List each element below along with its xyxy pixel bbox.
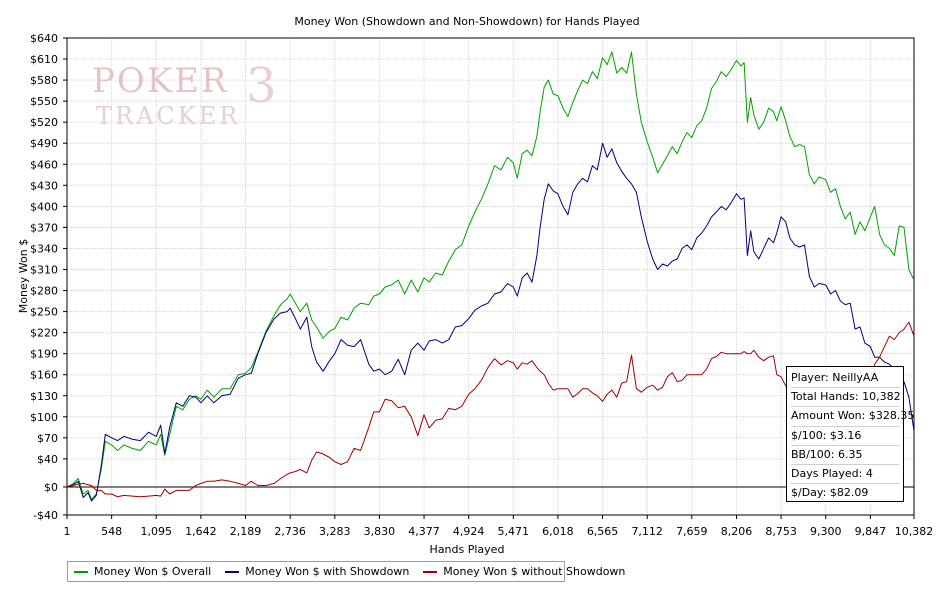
x-tick-label: 7,112 (631, 525, 663, 538)
x-tick-label: 3,830 (364, 525, 396, 538)
y-tick-label: $520 (30, 116, 58, 129)
y-tick-label: $40 (37, 453, 58, 466)
y-tick-label: $190 (30, 348, 58, 361)
x-axis-title: Hands Played (430, 543, 505, 556)
y-tick-label: $220 (30, 327, 58, 340)
x-tick-label: 8,206 (721, 525, 753, 538)
y-axis-title: Money Won $ (17, 239, 30, 313)
y-tick-label: $640 (30, 32, 58, 45)
x-axis: 1 548 1,095 1,642 2,189 2,736 3,283 3,830 4,377 4… (64, 515, 934, 538)
y-tick-label: $490 (30, 137, 58, 150)
x-tick-label: 10,382 (895, 525, 934, 538)
y-tick-label: $430 (30, 179, 58, 192)
x-tick-label: 7,659 (676, 525, 708, 538)
legend-swatch-showdown (225, 570, 240, 573)
y-tick-label: $460 (30, 158, 58, 171)
x-tick-label: 9,847 (855, 525, 887, 538)
stat-amount-won: Amount Won: $328.35 (791, 407, 914, 427)
series-overall-line (66, 51, 915, 501)
legend-item-overall: Money Won $ Overall (74, 565, 211, 578)
grid-lines (67, 38, 914, 515)
x-tick-label: 1,642 (185, 525, 217, 538)
y-tick-label: $610 (30, 53, 58, 66)
player-stats-box: Player: NeillyAA Total Hands: 10,382 Amo… (786, 366, 914, 502)
legend-swatch-overall (74, 570, 88, 573)
y-tick-label: $160 (30, 369, 58, 382)
y-axis: -$40 $0 $40 $70 $100 $130 $160 $190 $220 $250 $280… (30, 32, 67, 522)
x-tick-label: 9,300 (810, 525, 842, 538)
stat-total-hands: Total Hands: 10,382 (791, 388, 901, 408)
legend-item-showdown: Money Won $ with Showdown (225, 565, 409, 578)
y-tick-label: $550 (30, 95, 58, 108)
y-tick-label: $250 (30, 306, 58, 319)
stat-player: Player: NeillyAA (791, 369, 899, 389)
stat-per-100: $/100: $3.16 (791, 427, 899, 446)
legend-label-non-showdown: Money Won $ without Showdown (443, 565, 626, 578)
x-tick-label: 1 (64, 525, 71, 538)
x-tick-label: 6,565 (587, 525, 619, 538)
stat-bb-per-100: BB/100: 6.35 (791, 446, 899, 465)
y-tick-label: $100 (30, 411, 58, 424)
y-tick-label: $370 (30, 221, 58, 234)
x-tick-label: 4,377 (408, 525, 440, 538)
x-tick-label: 8,753 (765, 525, 797, 538)
stat-days-played: Days Played: 4 (791, 465, 899, 485)
series-non-showdown-line (66, 321, 915, 498)
y-tick-label: $340 (30, 242, 58, 255)
y-tick-label: $0 (44, 481, 58, 494)
series-showdown-line (66, 142, 915, 502)
y-tick-label: $280 (30, 285, 58, 298)
chart-title: Money Won (Showdown and Non-Showdown) fo… (294, 15, 639, 28)
y-tick-label: $130 (30, 390, 58, 403)
y-tick-label: $580 (30, 74, 58, 87)
y-tick-label: $400 (30, 200, 58, 213)
x-tick-label: 6,018 (542, 525, 574, 538)
y-tick-label: -$40 (33, 509, 58, 522)
legend-label-overall: Money Won $ Overall (94, 565, 212, 578)
series-lines (66, 51, 915, 502)
x-tick-label: 1,095 (141, 525, 173, 538)
legend-item-non-showdown: Money Won $ without Showdown (423, 565, 625, 578)
x-tick-label: 548 (101, 525, 122, 538)
legend-swatch-non-showdown (423, 570, 438, 573)
y-tick-label: $70 (37, 432, 58, 445)
legend: Money Won $ Overall Money Won $ with Sho… (67, 561, 625, 582)
x-tick-label: 2,736 (274, 525, 306, 538)
plot-area (66, 37, 915, 516)
x-tick-label: 2,189 (230, 525, 262, 538)
stat-per-day: $/Day: $82.09 (791, 486, 869, 500)
x-tick-label: 5,471 (498, 525, 530, 538)
y-tick-label: $310 (30, 263, 58, 276)
x-tick-label: 4,924 (453, 525, 485, 538)
x-tick-label: 3,283 (319, 525, 351, 538)
legend-label-showdown: Money Won $ with Showdown (245, 565, 410, 578)
